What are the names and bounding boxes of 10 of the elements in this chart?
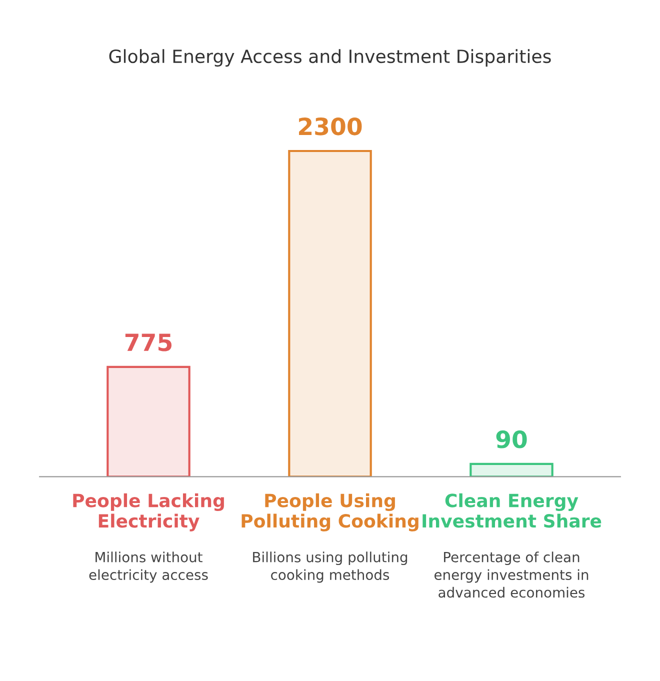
data-label: 90 — [496, 430, 527, 448]
text: Percentage of clean energy investments in advanced economies — [434, 552, 588, 598]
data-label: 2300 — [299, 117, 362, 136]
chart-title: Global Energy Access and Investment Disparities — [109, 49, 551, 67]
text: Billions using polluting cooking methods — [253, 552, 408, 583]
data-label: 775 — [125, 334, 172, 352]
x-tick-label: People Lacking Electricity — [73, 493, 224, 532]
x-tick-label: People Using Polluting Cooking — [242, 493, 418, 532]
x-tick-label: Clean Energy Investment Share — [422, 493, 602, 528]
text: Millions without electricity access — [89, 552, 208, 583]
